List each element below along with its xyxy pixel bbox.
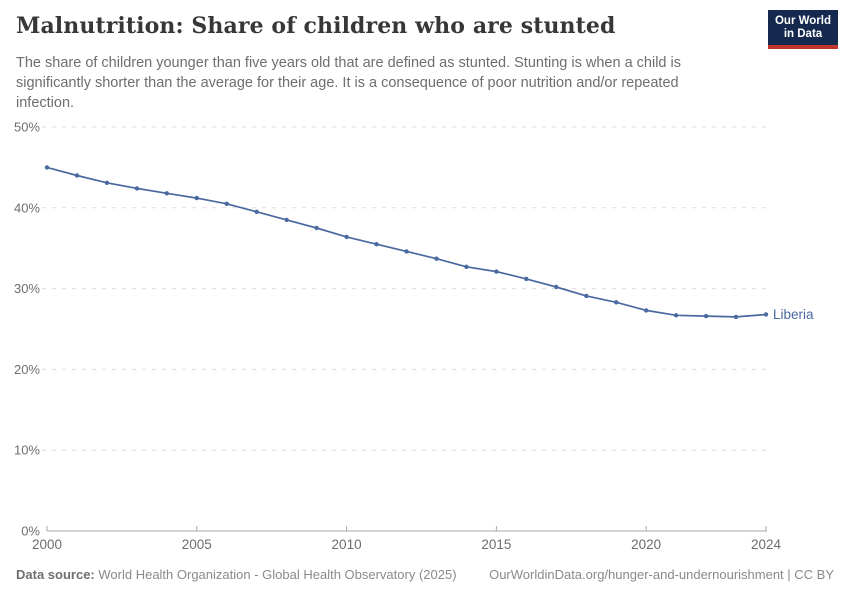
data-point[interactable] <box>733 314 739 320</box>
data-point[interactable] <box>494 269 499 274</box>
y-axis-tick-label: 40% <box>14 200 40 215</box>
data-point[interactable] <box>763 312 769 317</box>
x-axis-tick-label: 2000 <box>32 537 62 552</box>
data-point[interactable] <box>314 225 319 231</box>
data-point[interactable] <box>284 217 289 223</box>
data-point[interactable] <box>104 180 110 185</box>
x-axis-tick-label: 2020 <box>631 537 661 552</box>
y-axis-tick-label: 50% <box>14 120 40 135</box>
data-point[interactable] <box>74 173 80 178</box>
data-point[interactable] <box>614 300 619 305</box>
data-point[interactable] <box>584 293 589 299</box>
chart-subtitle: The share of children younger than five … <box>16 53 726 113</box>
data-source-label: Data source: <box>16 567 95 582</box>
data-point[interactable] <box>344 234 349 240</box>
subtitle-line: infection. <box>16 95 75 111</box>
data-point[interactable] <box>464 264 469 269</box>
owid-logo-line2: in Data <box>783 28 823 40</box>
x-axis-tick-label: 2005 <box>182 537 212 552</box>
data-point[interactable] <box>404 249 409 254</box>
data-point[interactable] <box>254 209 259 214</box>
x-axis-tick-label: 2015 <box>481 537 511 552</box>
data-point[interactable] <box>703 313 709 319</box>
data-point[interactable] <box>374 242 379 247</box>
data-source-text: World Health Organization - Global Healt… <box>98 567 457 582</box>
y-axis-tick-label: 30% <box>14 281 40 296</box>
y-axis-tick-label: 0% <box>21 524 40 539</box>
data-point[interactable] <box>194 195 199 201</box>
x-axis-tick-label: 2024 <box>751 537 782 552</box>
y-axis-tick-label: 20% <box>14 362 40 377</box>
subtitle-line: significantly shorter than the average f… <box>16 75 679 91</box>
data-point[interactable] <box>644 308 649 313</box>
chart-footer: Data source: World Health Organization -… <box>16 567 834 582</box>
data-point[interactable] <box>44 165 50 170</box>
data-point[interactable] <box>134 186 140 191</box>
data-source: Data source: World Health Organization -… <box>16 567 457 582</box>
data-point[interactable] <box>673 313 679 318</box>
data-line-liberia <box>46 166 767 318</box>
owid-logo-line1: Our World <box>774 15 831 27</box>
page-title: Malnutrition: Share of children who are … <box>16 13 616 39</box>
footer-link[interactable]: OurWorldinData.org/hunger-and-undernouri… <box>489 567 834 582</box>
series-label-liberia[interactable]: Liberia <box>773 307 814 322</box>
y-axis-tick-label: 10% <box>14 443 40 458</box>
data-point[interactable] <box>554 284 559 290</box>
owid-logo[interactable]: Our World in Data <box>768 10 838 49</box>
data-point[interactable] <box>434 256 439 261</box>
subtitle-line: The share of children younger than five … <box>16 55 681 71</box>
data-point[interactable] <box>224 201 229 206</box>
data-point[interactable] <box>524 276 529 282</box>
data-point[interactable] <box>164 191 169 196</box>
x-axis-tick-label: 2010 <box>332 537 362 552</box>
